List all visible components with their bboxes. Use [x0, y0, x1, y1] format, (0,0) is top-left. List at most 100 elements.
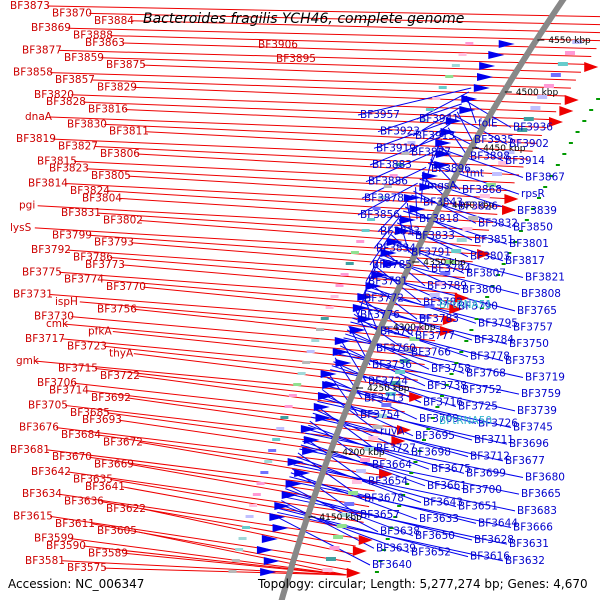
green-feature-mark — [459, 351, 464, 353]
forward-gene-label: BF3869 — [31, 22, 71, 34]
reverse-strand-gene-arrow — [320, 370, 337, 378]
leader-line — [369, 135, 444, 166]
cog-category-segment — [390, 381, 401, 385]
forward-strand-gene-arrow — [548, 117, 563, 127]
reverse-strand-gene-arrow — [394, 227, 411, 235]
cog-category-segment — [510, 139, 521, 143]
forward-gene-label: BF3676 — [19, 422, 59, 434]
leader-line — [405, 206, 473, 241]
green-feature-mark — [474, 318, 479, 320]
leader-line — [436, 147, 524, 178]
reverse-gene-label: BF3698 — [411, 447, 451, 459]
forward-gene-label: BF3802 — [103, 215, 143, 227]
forward-gene-label: BF3829 — [97, 81, 137, 93]
leader-line — [302, 440, 426, 487]
reverse-gene-label: BF3736 — [372, 359, 412, 371]
leader-line — [315, 404, 375, 449]
leader-line — [71, 94, 557, 113]
cog-category-segment — [330, 295, 339, 298]
forward-strand-gene-arrow — [559, 106, 574, 116]
reverse-strand-gene-arrow — [302, 447, 319, 455]
leader-line — [293, 464, 516, 512]
cog-category-segment — [302, 361, 311, 364]
forward-gene-label: BF3670 — [52, 451, 92, 463]
forward-strand-gene-arrow — [397, 425, 412, 435]
reverse-gene-label: BF3664 — [372, 459, 412, 471]
leader-line — [371, 273, 516, 312]
leader-line — [68, 249, 465, 279]
reverse-gene-label: BF3914 — [505, 155, 545, 167]
cog-category-segment — [376, 414, 387, 418]
leader-line — [98, 434, 381, 476]
reverse-gene-label: BF3757 — [513, 322, 553, 334]
cog-category-segment — [297, 372, 306, 375]
green-feature-mark — [405, 483, 410, 485]
scale-ticks: 4550 kbp 4500 kbp 4450 kbp 4400 kbp 4350 kbp… — [308, 36, 591, 523]
cog-category-segment — [284, 405, 293, 408]
reverse-gene-label: BF3640 — [372, 559, 412, 571]
reverse-strand-gene-arrow — [269, 513, 286, 521]
reverse-gene-label: BF3628 — [474, 534, 514, 546]
leader-line — [101, 57, 582, 73]
forward-gene-label: BF3816 — [88, 104, 128, 116]
trna-label: BFtRNA51 — [439, 299, 492, 311]
forward-strand-gene-arrow — [564, 95, 579, 105]
cog-category-segment — [395, 370, 406, 374]
forward-gene-label: BF3830 — [67, 118, 107, 130]
reverse-gene-label: BF3711 — [474, 434, 514, 446]
reverse-gene-label: BF3898 — [470, 151, 510, 163]
reverse-strand-gene-arrow — [371, 271, 388, 279]
forward-gene-label: BF3828 — [46, 96, 86, 108]
reverse-strand-gene-arrow — [317, 392, 334, 400]
green-feature-mark — [530, 208, 535, 210]
green-feature-mark — [524, 219, 529, 221]
cog-category-segment — [367, 218, 376, 221]
forward-gene-label: ispH — [55, 296, 78, 308]
leader-line — [373, 270, 457, 308]
reverse-strand-gene-arrow — [479, 62, 496, 70]
reverse-gene-label: BF3833 — [415, 230, 455, 242]
forward-gene-label: pfkA — [88, 325, 112, 337]
reverse-gene-label: BF3839 — [517, 205, 557, 217]
cog-category-segment — [368, 436, 379, 440]
forward-gene-label: BF3859 — [64, 52, 104, 64]
reverse-gene-label: BF3752 — [462, 384, 502, 396]
forward-gene-label: BF3884 — [94, 15, 134, 27]
cog-category-segment — [361, 229, 370, 232]
forward-gene-label: BF3581 — [25, 555, 65, 567]
reverse-strand-gene-arrow — [334, 337, 351, 345]
green-feature-mark — [555, 164, 560, 166]
reverse-strand-gene-arrow — [349, 326, 366, 334]
forward-strand-gene-arrow — [409, 392, 424, 402]
forward-gene-label: BF3684 — [61, 429, 101, 441]
reverse-strand-gene-arrow — [434, 161, 451, 169]
reverse-gene-label: BF3878 — [364, 192, 404, 204]
forward-gene-label: BF3805 — [91, 170, 131, 182]
forward-gene-label: BF3793 — [94, 237, 134, 249]
reverse-gene-label: BF3834 — [376, 242, 416, 254]
forward-gene-label: BF3770 — [106, 281, 146, 293]
forward-gene-label: BF3706 — [37, 377, 77, 389]
reverse-gene-label: BF3754 — [360, 409, 400, 421]
reverse-gene-label: BF3883 — [372, 159, 412, 171]
reverse-gene-label: BF3759 — [521, 388, 561, 400]
cog-category-segment — [395, 163, 404, 166]
reverse-gene-label: BF3699 — [466, 467, 506, 479]
leader-line — [68, 27, 600, 42]
reverse-strand-gene-arrow — [256, 546, 273, 554]
reverse-gene-label: BF3766 — [411, 347, 451, 359]
forward-gene-label: BF3730 — [34, 311, 74, 323]
leader-line — [86, 390, 399, 429]
reverse-gene-label: BF3781 — [368, 276, 408, 288]
green-feature-mark — [417, 450, 422, 452]
forward-gene-label: BF3605 — [97, 525, 137, 537]
scale-tick-label: 4550 kbp — [548, 36, 591, 46]
reverse-strand-gene-arrow — [473, 84, 490, 92]
reverse-gene-label: BF3887 — [411, 147, 451, 159]
reverse-gene-label: BF3850 — [513, 222, 553, 234]
leader-line — [326, 377, 418, 420]
green-feature-mark — [501, 263, 506, 265]
reverse-gene-label: BF3643 — [423, 497, 463, 509]
cog-category-segment — [378, 196, 387, 199]
